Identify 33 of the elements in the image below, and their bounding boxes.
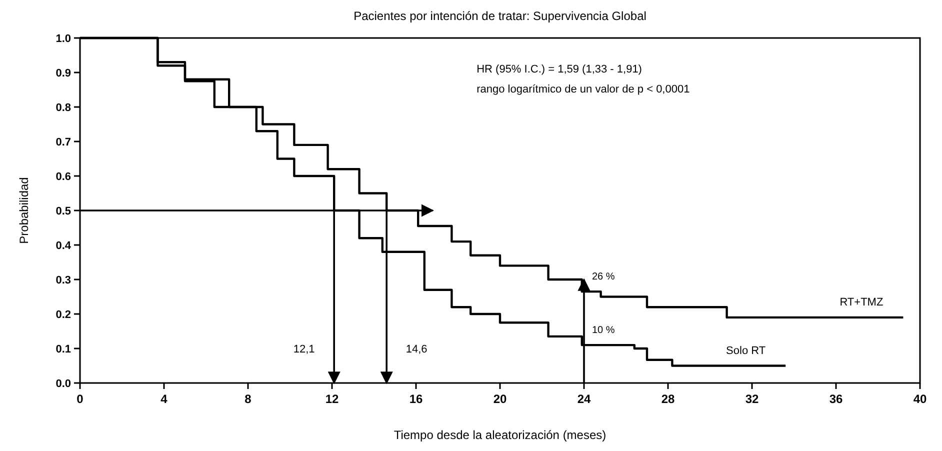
y-tick-label: 0.4: [56, 240, 72, 252]
x-tick-label: 12: [325, 392, 339, 406]
x-tick-label: 40: [913, 392, 927, 406]
y-tick-label: 0.9: [56, 68, 71, 80]
ref-line-label: 14,6: [406, 344, 428, 356]
x-tick-label: 8: [244, 392, 252, 406]
chart-title: Pacientes por intención de tratar: Supervivencia Global: [354, 9, 646, 23]
series-label: Solo RT: [726, 344, 766, 357]
y-tick-label: 0.1: [56, 344, 71, 356]
ref-line-label: 12,1: [293, 344, 315, 356]
x-tick-label: 20: [493, 392, 507, 406]
annotation: rango logarítmico de un valor de p < 0,0001: [476, 84, 690, 96]
y-tick-label: 0.8: [56, 102, 71, 114]
x-tick-label: 28: [661, 392, 675, 406]
annotation: 26 %: [592, 272, 615, 283]
y-tick-label: 0.7: [56, 136, 71, 148]
y-axis-title: Probabilidad: [17, 177, 31, 244]
x-axis-title: Tiempo desde la aleatorización (meses): [394, 428, 606, 442]
x-tick-label: 36: [829, 392, 843, 406]
annotation: HR (95% I.C.) = 1,59 (1,33 - 1,91): [476, 64, 642, 76]
y-tick-label: 0.0: [56, 378, 71, 390]
x-tick-label: 16: [409, 392, 423, 406]
series-label: RT+TMZ: [840, 296, 884, 308]
annotation: 10 %: [592, 325, 615, 336]
x-tick-label: 4: [160, 392, 168, 406]
x-tick-label: 32: [745, 392, 759, 406]
x-tick-label: 24: [577, 392, 591, 406]
y-tick-label: 1.0: [56, 33, 71, 45]
y-tick-label: 0.5: [56, 206, 71, 218]
y-tick-label: 0.3: [56, 274, 71, 286]
x-tick-label: 0: [76, 392, 84, 406]
y-tick-label: 0.6: [56, 171, 71, 183]
y-tick-label: 0.2: [56, 309, 71, 321]
